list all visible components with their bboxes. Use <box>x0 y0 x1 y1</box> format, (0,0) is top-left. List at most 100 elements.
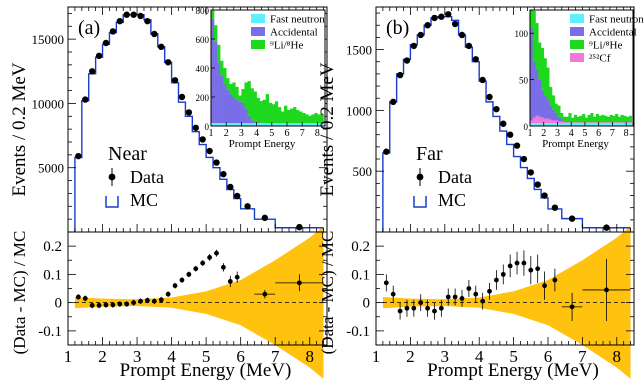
inset-bar-fast-neutron <box>259 123 263 126</box>
inset-bar-cf <box>579 122 583 124</box>
inset-bar-li-he <box>229 83 233 95</box>
inset-bar-fast-neutron <box>538 123 542 126</box>
inset-bar-fast-neutron <box>540 123 545 126</box>
inset-bar-fast-neutron <box>217 123 221 126</box>
data-point <box>403 57 411 64</box>
inset-bar-fast-neutron <box>532 123 536 126</box>
ratio-point <box>542 283 547 289</box>
ratio-point <box>480 298 486 304</box>
x-tick-label: 2 <box>406 347 415 366</box>
ratio-point <box>296 280 302 286</box>
ratio-point <box>124 301 130 307</box>
inset-bar-cf <box>554 120 558 124</box>
site-label: Far <box>416 143 443 165</box>
mc-uncertainty-band <box>382 226 631 379</box>
data-point <box>185 109 193 116</box>
ratio-y-tick-label: -0.1 <box>38 324 62 340</box>
inset-bar-accidental <box>235 99 239 124</box>
inset-bar-fast-neutron <box>320 123 324 126</box>
inset-y-tick-label: 200 <box>196 93 210 103</box>
x-tick-label: 1 <box>372 347 381 366</box>
inset-bar-li-he <box>283 105 288 124</box>
inset-bar-li-he <box>593 116 597 123</box>
inset-bar-li-he <box>226 78 230 90</box>
x-axis-label: Prompt Energy (MeV) <box>120 360 292 380</box>
data-point <box>244 203 251 210</box>
inset-bar-cf <box>606 122 610 124</box>
inset-bar-accidental <box>530 27 534 121</box>
inset-bar-fast-neutron <box>268 123 273 126</box>
ratio-point <box>507 263 513 269</box>
inset-bar-li-he <box>217 44 221 63</box>
legend-data-marker <box>108 173 116 181</box>
inset-x-axis-label: Prompt Energy <box>542 138 609 150</box>
inset-bar-li-he <box>601 114 605 123</box>
inset-bar-li-he <box>277 107 282 124</box>
data-point <box>506 131 514 138</box>
inset-bar-li-he <box>317 114 321 124</box>
inset-bar-cf <box>571 122 575 124</box>
inset-bar-fast-neutron <box>220 123 224 126</box>
data-point <box>417 31 424 39</box>
data-point <box>383 148 390 155</box>
ratio-point <box>514 260 520 266</box>
inset-bar-li-he <box>565 116 569 123</box>
ratio-point <box>96 303 102 308</box>
ratio-point <box>186 271 192 277</box>
ratio-point <box>487 288 492 294</box>
inset-bar-accidental <box>256 122 260 124</box>
inset-bar-fast-neutron <box>557 123 561 126</box>
inset-bar-fast-neutron <box>562 123 567 126</box>
legend-mc-label: MC <box>130 190 158 210</box>
inset-legend-label: Accidental <box>270 27 318 39</box>
inset-bar-accidental <box>250 120 254 124</box>
inset-bar-cf <box>540 117 545 124</box>
inset-bar-li-he <box>287 110 291 124</box>
inset-bar-li-he <box>568 113 572 123</box>
inset-bar-li-he <box>274 101 279 124</box>
ratio-y-tick-label: -0.1 <box>346 324 370 340</box>
inset-bar-cf <box>565 122 569 124</box>
ratio-point <box>262 291 268 297</box>
inset-bar-li-he <box>238 95 242 102</box>
inset-bar-li-he <box>546 67 550 101</box>
ratio-point <box>390 291 396 297</box>
data-point <box>431 14 438 22</box>
legend-mc-marker <box>105 196 119 208</box>
inset-bar-fast-neutron <box>265 123 270 126</box>
x-axis-label: Prompt Energy (MeV) <box>427 360 599 380</box>
inset-bar-cf <box>584 122 588 124</box>
inset-bar-li-he <box>590 113 594 123</box>
data-point <box>95 52 103 60</box>
data-point <box>151 30 158 38</box>
inset-bar-fast-neutron <box>317 123 321 126</box>
inset-x-tick-label: 8 <box>315 128 320 139</box>
inset-bar-fast-neutron <box>305 123 309 126</box>
inset-bar-fast-neutron <box>211 123 215 126</box>
inset-legend-swatch <box>570 53 584 62</box>
ratio-point <box>418 300 424 306</box>
panel-label: (b) <box>386 17 409 39</box>
inset-bar-accidental <box>211 18 215 124</box>
data-point <box>178 93 186 101</box>
ratio-point <box>234 274 240 280</box>
inset-bar-li-he <box>299 111 303 124</box>
mc-uncertainty-band <box>74 226 324 379</box>
data-point <box>445 11 452 18</box>
data-point <box>234 192 241 200</box>
legend-data-marker <box>416 173 424 181</box>
inset-y-tick-label: 400 <box>196 64 210 74</box>
inset-bar-li-he <box>247 81 251 116</box>
ratio-point <box>221 264 226 270</box>
inset-bar-accidental <box>551 109 556 121</box>
inset-bar-li-he <box>606 116 610 123</box>
inset-bar-li-he <box>557 105 561 117</box>
ratio-point <box>75 294 81 300</box>
ratio-point <box>552 277 558 283</box>
ratio-point <box>521 260 527 266</box>
inset-bar-fast-neutron <box>571 123 575 126</box>
ratio-point <box>535 266 541 272</box>
inset-bar-cf <box>590 122 594 124</box>
inset-bar-cf <box>535 115 539 124</box>
inset-bar-li-he <box>623 115 627 123</box>
